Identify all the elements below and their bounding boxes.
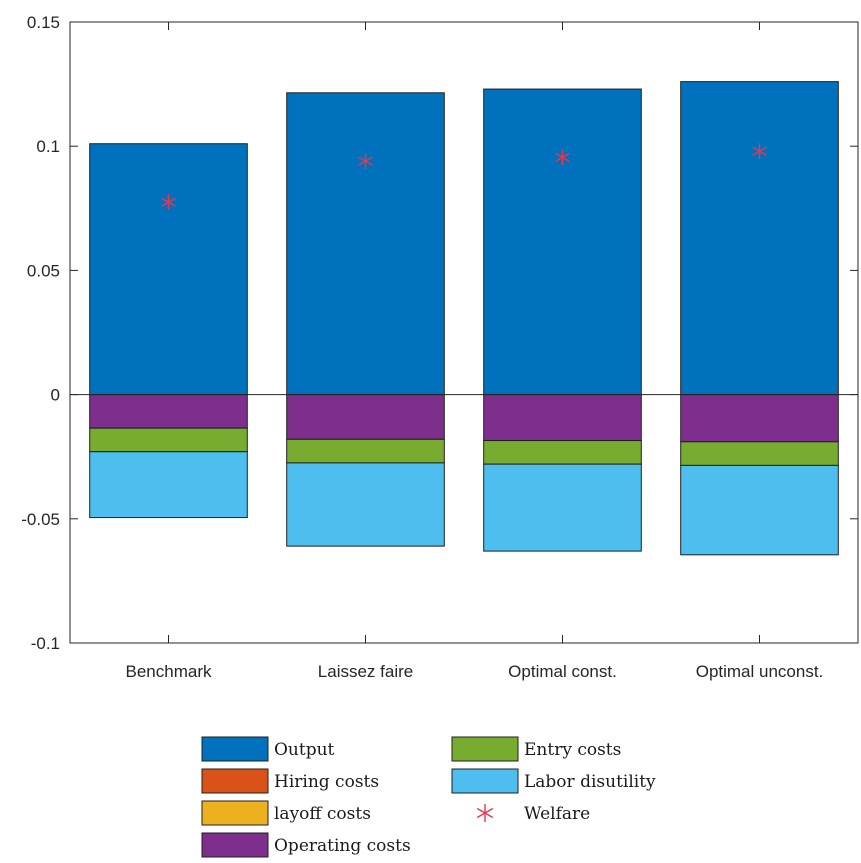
y-tick-label: 0 xyxy=(51,386,60,405)
legend-label: Operating costs xyxy=(274,836,411,856)
legend-item-hiring-costs: Hiring costs xyxy=(201,768,379,794)
bar-output-laissez-faire xyxy=(286,92,445,396)
legend-label: Welfare xyxy=(524,804,590,824)
welfare-markers xyxy=(161,143,767,211)
x-tick-label-benchmark: Benchmark xyxy=(126,662,212,681)
bar-entry-costs-optimal-unconst xyxy=(680,441,839,466)
legend-item-operating-costs: Operating costs xyxy=(201,832,411,858)
legend-label: layoff costs xyxy=(274,804,371,824)
legend-swatch xyxy=(201,800,269,826)
legend-label: Entry costs xyxy=(524,740,621,760)
bar-labor-disutility-laissez-faire xyxy=(286,462,445,547)
bar-entry-costs-benchmark xyxy=(89,427,248,453)
bar-entry-costs-laissez-faire xyxy=(286,438,445,464)
bars-layer xyxy=(89,81,839,556)
bar-labor-disutility-benchmark xyxy=(89,451,248,519)
legend: Output Hiring costs layoff costs Operating … xyxy=(201,736,656,858)
legend-label: Labor disutility xyxy=(524,772,656,792)
y-tick-label: 0.15 xyxy=(27,13,60,32)
welfare-marker-benchmark xyxy=(161,194,176,211)
welfare-marker-optimal-const xyxy=(555,149,570,166)
axes: -0.1 -0.05 0 0.05 0.1 0.15 Benchmark Laissez fa… xyxy=(21,13,859,681)
legend-item-entry-costs: Entry costs xyxy=(451,736,621,762)
legend-item-output: Output xyxy=(201,736,335,762)
bar-output-optimal-unconst xyxy=(680,81,839,396)
y-tick-label: 0.05 xyxy=(27,261,60,280)
legend-item-welfare: Welfare xyxy=(476,804,590,824)
legend-swatch xyxy=(201,768,269,794)
bar-operating-costs-optimal-unconst xyxy=(680,394,839,443)
x-tick-label-optimal-unconst: Optimal unconst. xyxy=(696,662,824,681)
y-tick-label: -0.1 xyxy=(31,634,60,653)
y-tick-label: 0.1 xyxy=(36,137,60,156)
x-tick-label-optimal-const: Optimal const. xyxy=(508,662,617,681)
legend-label: Output xyxy=(274,740,335,760)
legend-swatch xyxy=(451,768,519,794)
bar-operating-costs-laissez-faire xyxy=(286,394,445,440)
legend-swatch xyxy=(451,736,519,762)
legend-welfare-marker xyxy=(476,804,494,822)
x-tick-label-laissez-faire: Laissez faire xyxy=(318,662,413,681)
bar-operating-costs-benchmark xyxy=(89,394,248,429)
bar-output-benchmark xyxy=(89,143,248,396)
legend-swatch xyxy=(201,736,269,762)
bar-output-optimal-const xyxy=(483,88,642,396)
legend-item-layoff-costs: layoff costs xyxy=(201,800,371,826)
welfare-marker-optimal-unconst xyxy=(752,143,767,160)
legend-item-labor-disutility: Labor disutility xyxy=(451,768,656,794)
axes-box xyxy=(69,21,859,644)
welfare-marker-laissez-faire xyxy=(358,153,373,170)
bar-labor-disutility-optimal-unconst xyxy=(680,464,839,556)
bar-operating-costs-optimal-const xyxy=(483,394,642,442)
legend-swatch xyxy=(201,832,269,858)
bar-entry-costs-optimal-const xyxy=(483,440,642,465)
legend-label: Hiring costs xyxy=(274,772,379,792)
bar-labor-disutility-optimal-const xyxy=(483,463,642,552)
y-tick-label: -0.05 xyxy=(21,510,60,529)
